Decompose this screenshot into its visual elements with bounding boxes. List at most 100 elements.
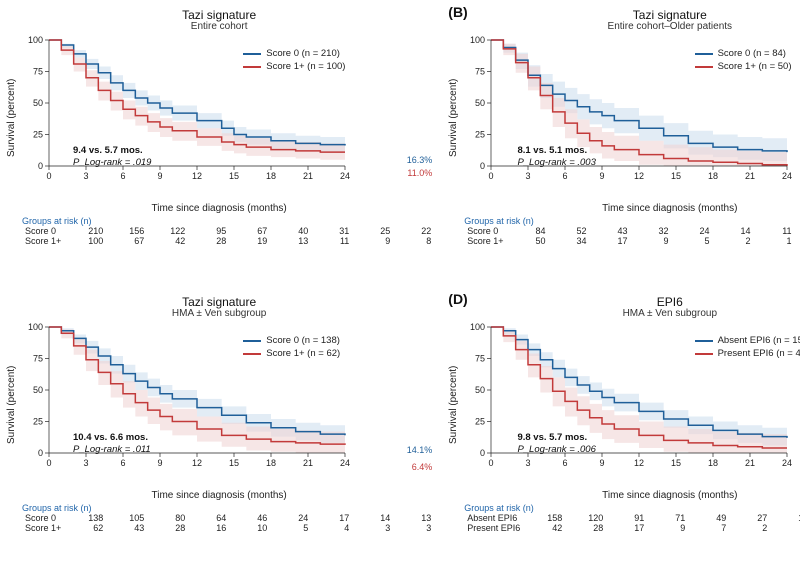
svg-text:18: 18	[266, 458, 276, 468]
chart-title: Tazi signature	[4, 8, 434, 22]
risk-table-title: Groups at risk (n)	[464, 216, 800, 226]
svg-text:25: 25	[475, 417, 485, 427]
end-percent-label: 14.1%	[407, 445, 433, 455]
svg-text:3: 3	[83, 171, 88, 181]
svg-text:15: 15	[671, 171, 681, 181]
legend-swatch	[695, 66, 713, 68]
chart-subtitle: Entire cohort	[4, 21, 434, 32]
svg-text:3: 3	[526, 458, 531, 468]
risk-cell: 50	[508, 236, 549, 246]
svg-text:9: 9	[157, 171, 162, 181]
svg-text:50: 50	[33, 98, 43, 108]
svg-text:100: 100	[470, 35, 485, 45]
risk-cell: 42	[524, 523, 565, 533]
risk-cell: 43	[106, 523, 147, 533]
km-plot: 036912151821240255075100 Score 0 (n = 21…	[19, 34, 434, 202]
risk-table: Groups at risk (n)Score 0210156122956740…	[22, 216, 434, 246]
panel-label: (B)	[448, 4, 467, 20]
risk-cell: 0	[795, 236, 800, 246]
stat-annotation: 8.1 vs. 5.1 mos. P_Log-rank = .003	[517, 145, 595, 169]
svg-text:0: 0	[38, 448, 43, 458]
risk-cell: 11	[311, 236, 352, 246]
svg-text:100: 100	[28, 35, 43, 45]
svg-text:21: 21	[745, 171, 755, 181]
y-axis-label: Survival (percent)	[446, 321, 461, 489]
risk-cell: 7	[688, 523, 729, 533]
risk-cell: 2	[729, 523, 770, 533]
risk-cell: 67	[106, 236, 147, 246]
svg-text:0: 0	[46, 458, 51, 468]
risk-table-title: Groups at risk (n)	[464, 503, 800, 513]
risk-cell: 49	[688, 513, 729, 523]
risk-cell: 3	[393, 523, 434, 533]
svg-text:50: 50	[475, 385, 485, 395]
svg-text:12: 12	[634, 458, 644, 468]
svg-text:0: 0	[489, 171, 494, 181]
risk-cell: 84	[508, 226, 549, 236]
km-plot: 036912151821240255075100 Score 0 (n = 84…	[461, 34, 800, 202]
svg-text:25: 25	[33, 417, 43, 427]
legend-swatch	[243, 340, 261, 342]
legend-label: Absent EPI6 (n = 158)	[718, 334, 800, 347]
risk-cell: 19	[770, 513, 800, 523]
km-panel-grid: Tazi signature Entire cohort Survival (pe…	[0, 0, 800, 574]
risk-row-label: Score 1+	[22, 236, 65, 246]
legend-label: Present EPI6 (n = 42)	[718, 347, 800, 360]
panel-C: Tazi signature HMA ± Ven subgroupSurviva…	[0, 287, 442, 574]
legend-label: Score 1+ (n = 62)	[266, 347, 340, 360]
risk-cell: 1	[754, 236, 795, 246]
svg-text:24: 24	[782, 171, 792, 181]
svg-text:25: 25	[475, 130, 485, 140]
svg-text:6: 6	[120, 458, 125, 468]
risk-cell: 11	[754, 226, 795, 236]
risk-cell: 9	[352, 236, 393, 246]
svg-text:25: 25	[33, 130, 43, 140]
svg-text:18: 18	[266, 171, 276, 181]
svg-text:100: 100	[470, 322, 485, 332]
risk-cell: 64	[188, 513, 229, 523]
x-axis-label: Time since diagnosis (months)	[446, 203, 800, 214]
risk-table-title: Groups at risk (n)	[22, 503, 434, 513]
svg-text:0: 0	[480, 448, 485, 458]
risk-cell: 28	[565, 523, 606, 533]
svg-text:15: 15	[229, 171, 239, 181]
legend-swatch	[243, 53, 261, 55]
legend: Score 0 (n = 210) Score 1+ (n = 100)	[243, 47, 345, 73]
svg-text:0: 0	[38, 161, 43, 171]
svg-text:24: 24	[340, 458, 350, 468]
risk-cell: 4	[311, 523, 352, 533]
svg-text:3: 3	[526, 171, 531, 181]
risk-cell: 16	[188, 523, 229, 533]
legend-label: Score 0 (n = 210)	[266, 47, 340, 60]
risk-cell: 24	[672, 226, 713, 236]
panel-D: (D)EPI6 HMA ± Ven subgroupSurvival (perc…	[442, 287, 800, 574]
risk-row-label: Score 1+	[22, 523, 65, 533]
risk-cell: 62	[65, 523, 106, 533]
risk-cell: 138	[65, 513, 106, 523]
legend-label: Score 1+ (n = 50)	[718, 60, 792, 73]
risk-cell: 80	[147, 513, 188, 523]
risk-cell: 27	[729, 513, 770, 523]
panel-B: (B)Tazi signature Entire cohort–Older pa…	[442, 0, 800, 287]
risk-cell: 100	[65, 236, 106, 246]
risk-cell: 17	[311, 513, 352, 523]
risk-cell: 91	[606, 513, 647, 523]
svg-text:6: 6	[120, 171, 125, 181]
chart-subtitle: HMA ± Ven subgroup	[4, 308, 434, 319]
risk-cell: 19	[229, 236, 270, 246]
svg-text:75: 75	[475, 354, 485, 364]
risk-cell: 122	[147, 226, 188, 236]
svg-text:12: 12	[192, 458, 202, 468]
x-axis-label: Time since diagnosis (months)	[4, 203, 434, 214]
svg-text:24: 24	[340, 171, 350, 181]
svg-text:21: 21	[745, 458, 755, 468]
stat-annotation: 9.4 vs. 5.7 mos. P_Log-rank = .019	[73, 145, 151, 169]
risk-cell: 25	[352, 226, 393, 236]
risk-cell: 14	[352, 513, 393, 523]
risk-cell: 3	[352, 523, 393, 533]
risk-table: Groups at risk (n)Score 0845243322414119…	[464, 216, 800, 246]
svg-text:12: 12	[192, 171, 202, 181]
risk-cell: 210	[65, 226, 106, 236]
svg-text:12: 12	[634, 171, 644, 181]
risk-cell: 10	[229, 523, 270, 533]
